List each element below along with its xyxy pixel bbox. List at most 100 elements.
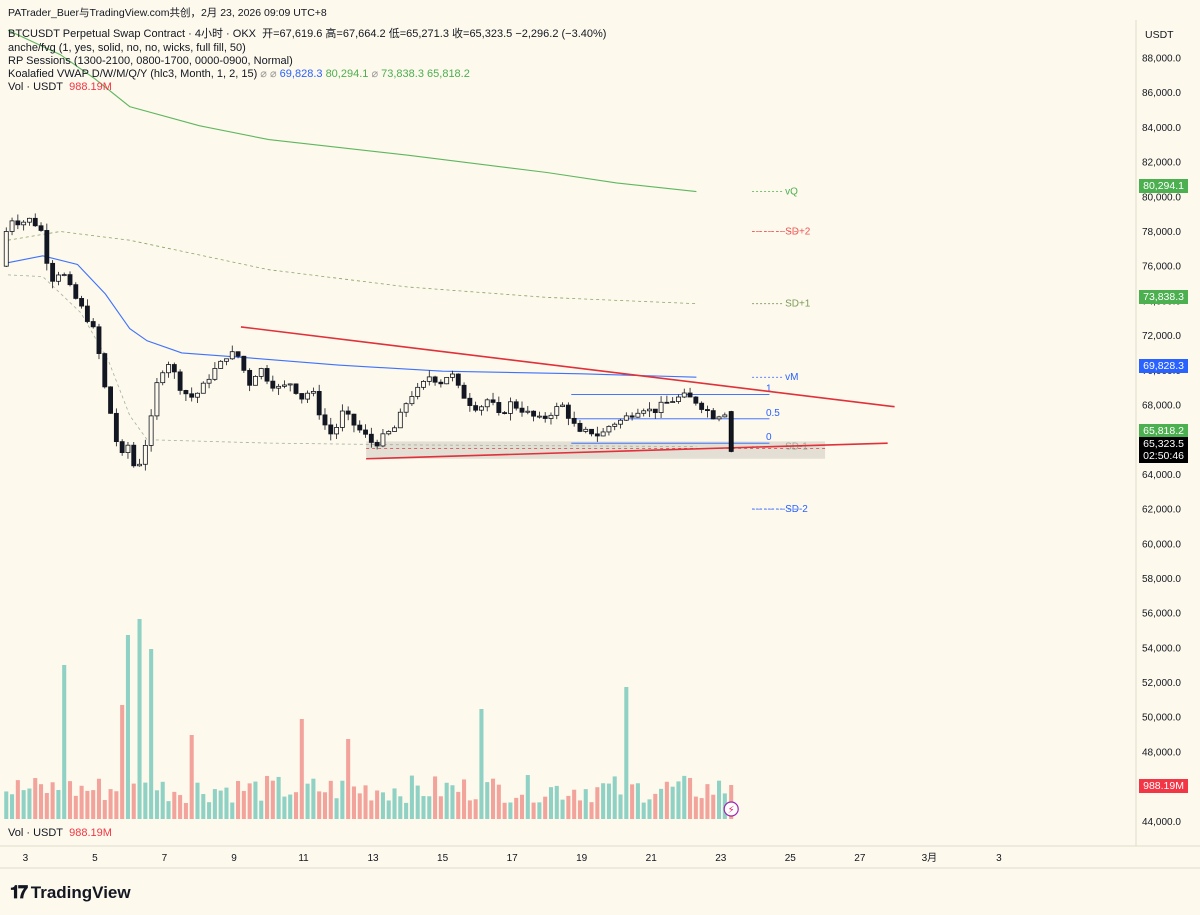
candle-body bbox=[473, 405, 479, 411]
candle-body bbox=[102, 353, 108, 388]
volume-bar bbox=[183, 802, 188, 819]
volume-bar bbox=[705, 784, 710, 819]
x-tick-label: 23 bbox=[715, 853, 727, 864]
volume-bar bbox=[375, 790, 380, 819]
volume-bar bbox=[62, 665, 67, 819]
candle-body bbox=[27, 217, 32, 223]
volume-bar bbox=[554, 785, 559, 819]
candle-body bbox=[554, 406, 560, 416]
tv-logo-icon: 𝟏𝟕 bbox=[10, 882, 28, 902]
candle-body bbox=[612, 423, 618, 427]
candle-body bbox=[73, 284, 79, 299]
volume-bar bbox=[659, 788, 664, 819]
candle-body bbox=[218, 360, 224, 369]
eye-off-icon[interactable]: ⌀ bbox=[371, 68, 379, 80]
volume-bar bbox=[328, 780, 333, 819]
volume-bar bbox=[357, 793, 362, 819]
candle-body bbox=[183, 390, 189, 395]
volume-bar bbox=[351, 786, 356, 819]
volume-bar bbox=[91, 790, 96, 819]
candle-body bbox=[270, 380, 276, 389]
brand-name: TradingView bbox=[30, 883, 131, 902]
fib-level-label: 0.5 bbox=[766, 408, 780, 419]
volume-bar bbox=[624, 687, 629, 819]
volume-bar bbox=[409, 775, 414, 819]
volume-bar bbox=[548, 787, 554, 819]
candle-body bbox=[15, 220, 21, 226]
candle-body bbox=[200, 382, 206, 394]
volume-bar bbox=[601, 783, 606, 819]
volume-bar bbox=[664, 781, 669, 819]
volume-bar bbox=[299, 719, 304, 819]
volume-bar bbox=[33, 778, 38, 819]
y-tick-label: 60,000.0 bbox=[1142, 539, 1181, 550]
candle-body bbox=[276, 385, 282, 389]
candle-body bbox=[670, 401, 676, 403]
volume-bar bbox=[653, 793, 658, 819]
volume-bar bbox=[265, 775, 270, 819]
volume-bar bbox=[4, 791, 9, 819]
candle-body bbox=[189, 393, 195, 398]
candle-body bbox=[3, 231, 9, 267]
indicator-volume[interactable]: Vol · USDT 988.19M bbox=[8, 81, 112, 94]
candle-body bbox=[125, 444, 131, 454]
volume-bar bbox=[450, 785, 455, 819]
candle-body bbox=[171, 364, 177, 373]
candle-body bbox=[397, 411, 403, 429]
candle-body bbox=[84, 305, 90, 322]
volume-bar bbox=[224, 787, 229, 819]
candle-body bbox=[374, 442, 380, 447]
candle-body bbox=[444, 376, 450, 385]
candle-body bbox=[287, 383, 293, 386]
candle-body bbox=[560, 404, 565, 407]
footer-volume-legend[interactable]: Vol · USDT 988.19M bbox=[8, 827, 112, 840]
candle-body bbox=[542, 415, 548, 419]
indicator-vwap[interactable]: Koalafied VWAP D/W/M/Q/Y (hlc3, Month, 1… bbox=[8, 68, 470, 81]
y-tick-label: 86,000.0 bbox=[1142, 88, 1181, 99]
volume-bar bbox=[670, 786, 675, 819]
candle-body bbox=[293, 383, 299, 394]
candle-body bbox=[328, 424, 334, 435]
volume-bar bbox=[230, 802, 235, 819]
volume-bar bbox=[427, 796, 432, 819]
candle-body bbox=[253, 375, 258, 386]
price-tag-vm: 69,828.3 bbox=[1139, 359, 1188, 373]
x-tick-label: 21 bbox=[646, 853, 658, 864]
candle-body bbox=[258, 368, 264, 377]
volume-bar bbox=[543, 796, 548, 819]
candle-body bbox=[44, 230, 50, 264]
candle-body bbox=[426, 376, 432, 382]
eye-off-icon[interactable]: ⌀ ⌀ bbox=[260, 68, 277, 80]
candle-body bbox=[716, 416, 722, 420]
volume-bar bbox=[270, 780, 275, 819]
volume-bar bbox=[589, 802, 594, 819]
indicator-rp-sessions[interactable]: RP Sessions (1300-2100, 0800-1700, 0000-… bbox=[8, 55, 293, 67]
candle-body bbox=[479, 406, 484, 411]
candle-body bbox=[119, 441, 125, 454]
symbol-label[interactable]: BTCUSDT Perpetual Swap Contract · 4小时 · … bbox=[8, 28, 256, 40]
volume-bar bbox=[120, 705, 125, 819]
volume-bar bbox=[276, 776, 281, 819]
candle-body bbox=[310, 390, 316, 394]
vwap-line-vq bbox=[7, 29, 697, 193]
indicator-fvg[interactable]: anche/fvg (1, yes, solid, no, no, wicks,… bbox=[8, 42, 246, 54]
vwap-label-sd-2: SD-2 bbox=[785, 504, 808, 515]
currency-label[interactable]: USDT bbox=[1145, 29, 1174, 41]
candle-body bbox=[264, 368, 270, 382]
tradingview-logo[interactable]: 𝟏𝟕 TradingView bbox=[10, 882, 131, 903]
volume-bar bbox=[606, 783, 611, 819]
volume-bar bbox=[201, 794, 206, 819]
volume-bar bbox=[334, 798, 339, 819]
candle-body bbox=[455, 373, 461, 386]
volume-bar bbox=[50, 782, 55, 819]
vwap-label-sd-1: SD-1 bbox=[785, 442, 808, 453]
vwap-label: Koalafied VWAP D/W/M/Q/Y (hlc3, Month, 1… bbox=[8, 68, 258, 80]
volume-bar bbox=[178, 795, 183, 819]
candle-body bbox=[61, 274, 67, 276]
vol-label: Vol · USDT bbox=[8, 81, 64, 93]
volume-bar bbox=[96, 778, 102, 819]
volume-bar bbox=[398, 796, 403, 819]
volume-bar bbox=[212, 789, 217, 819]
candle-body bbox=[525, 410, 531, 413]
